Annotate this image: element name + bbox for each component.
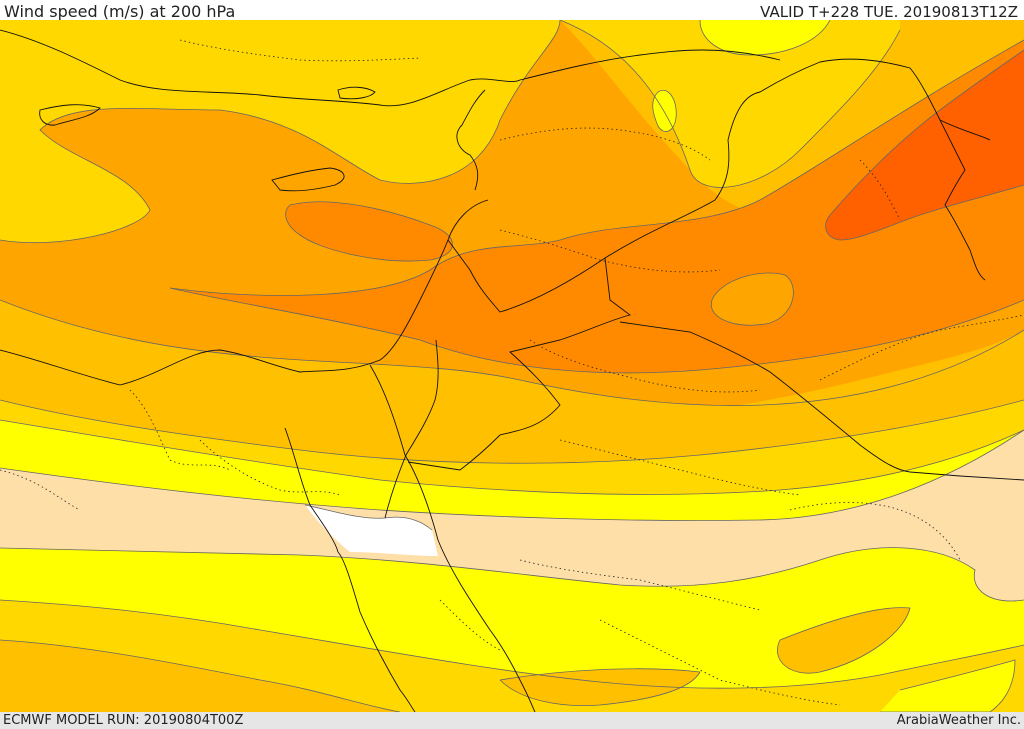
map-title: Wind speed (m/s) at 200 hPa xyxy=(4,2,236,21)
band-bottom-right xyxy=(880,660,1015,712)
wind-speed-map[interactable] xyxy=(0,20,1024,712)
footer-bar: ECMWF MODEL RUN: 20190804T00Z ArabiaWeat… xyxy=(0,712,1024,729)
model-run-label: ECMWF MODEL RUN: 20190804T00Z xyxy=(3,713,244,728)
band-lower-1 xyxy=(0,330,1024,464)
header-bar: Wind speed (m/s) at 200 hPa VALID T+228 … xyxy=(0,0,1024,21)
band-darkest xyxy=(825,50,1024,240)
borders xyxy=(369,58,1024,481)
band-core-orange xyxy=(170,40,1024,373)
coastlines xyxy=(0,29,781,712)
band-upper-yellow xyxy=(0,20,900,243)
band-lower-3 xyxy=(0,420,1024,522)
band-lower-7 xyxy=(0,607,910,712)
valid-time-label: VALID T+228 TUE. 20190813T12Z xyxy=(760,3,1018,21)
band-small-bright xyxy=(652,90,677,132)
band-lower-4 xyxy=(0,430,1024,601)
admin-boundaries xyxy=(0,39,1024,706)
band-core-island xyxy=(711,272,794,326)
credit-label: ArabiaWeather Inc. xyxy=(896,713,1021,728)
contour-lines xyxy=(0,20,1024,712)
band-lower-5 xyxy=(0,547,1024,698)
